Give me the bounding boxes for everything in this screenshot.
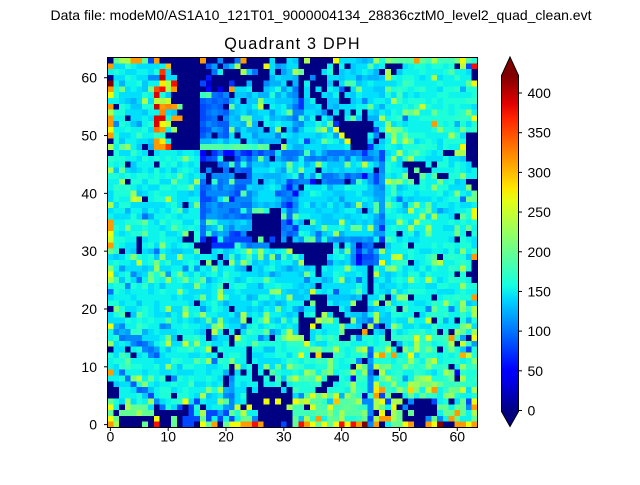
svg-text:30: 30: [276, 428, 292, 444]
svg-text:Data file: modeM0/AS1A10_121T0: Data file: modeM0/AS1A10_121T01_90000041…: [51, 7, 592, 23]
svg-text:60: 60: [81, 70, 97, 86]
svg-text:0: 0: [89, 417, 97, 433]
svg-text:100: 100: [528, 323, 552, 339]
svg-text:350: 350: [528, 125, 552, 141]
svg-text:20: 20: [218, 428, 234, 444]
svg-text:40: 40: [81, 185, 97, 201]
svg-text:300: 300: [528, 164, 552, 180]
svg-text:40: 40: [334, 428, 350, 444]
svg-text:10: 10: [81, 359, 97, 375]
svg-text:50: 50: [81, 128, 97, 144]
svg-text:Quadrant 3 DPH: Quadrant 3 DPH: [224, 35, 360, 53]
svg-text:250: 250: [528, 204, 552, 220]
svg-text:150: 150: [528, 283, 552, 299]
svg-text:400: 400: [528, 85, 552, 101]
svg-text:200: 200: [528, 244, 552, 260]
svg-text:10: 10: [160, 428, 176, 444]
svg-text:20: 20: [81, 301, 97, 317]
svg-text:50: 50: [392, 428, 408, 444]
svg-text:30: 30: [81, 243, 97, 259]
svg-text:0: 0: [106, 428, 114, 444]
svg-text:60: 60: [449, 428, 465, 444]
svg-text:0: 0: [528, 403, 536, 419]
svg-text:50: 50: [528, 363, 544, 379]
